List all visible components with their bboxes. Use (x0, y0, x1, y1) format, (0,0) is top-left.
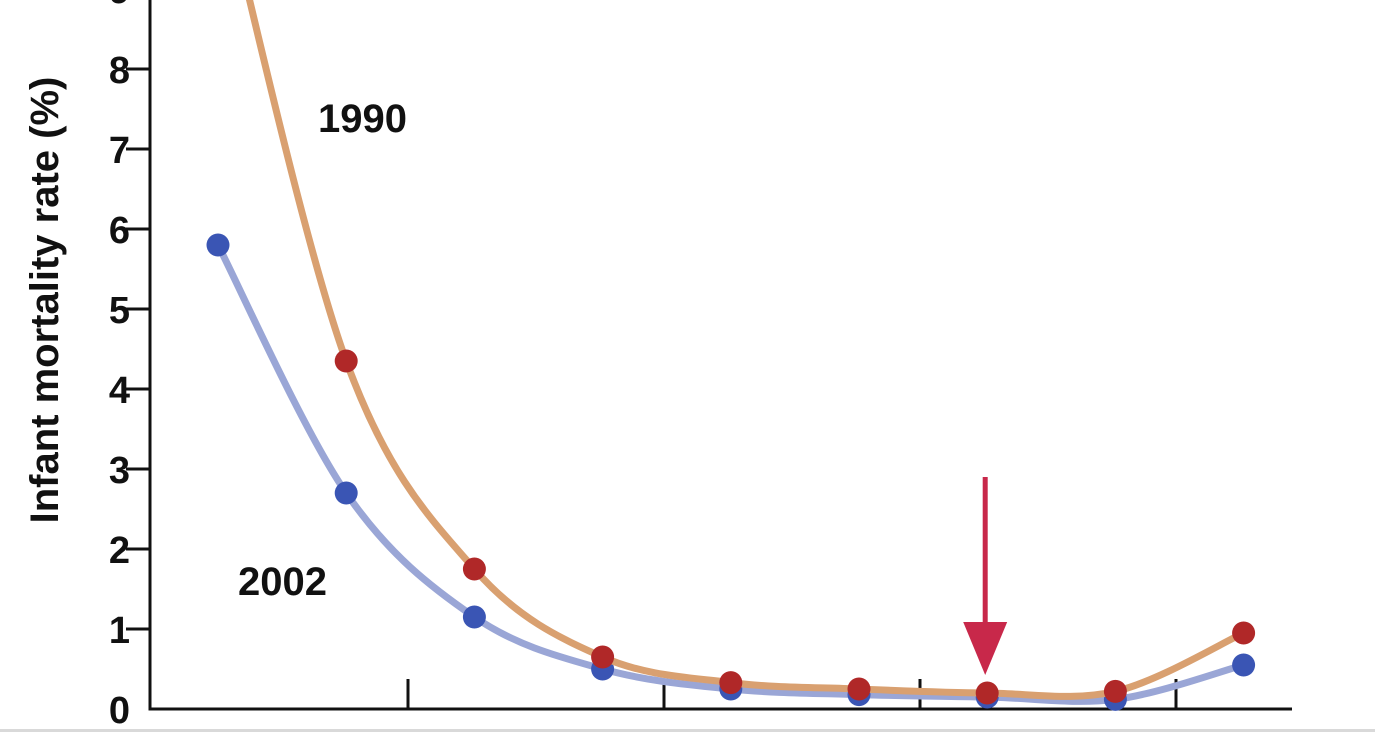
series-2002 (206, 233, 1256, 711)
y-tick-label: 6 (109, 210, 130, 252)
series-1990 (245, 0, 1256, 705)
axes: 0 1 2 3 4 5 6 7 8 9 (109, 0, 1292, 732)
y-tick-label: 3 (109, 450, 130, 492)
data-point (462, 557, 486, 581)
series-line-2002 (214, 241, 1248, 705)
data-point (975, 681, 999, 705)
y-tick-label: 1 (109, 610, 130, 652)
y-tick-label: 5 (109, 290, 130, 332)
data-point (1103, 679, 1127, 703)
series-group (206, 0, 1256, 711)
data-point (334, 481, 358, 505)
data-point (1232, 621, 1256, 645)
annotation-arrow (963, 477, 1008, 675)
label-group: 1990 2002 (238, 97, 1008, 675)
y-tick-label: 8 (109, 50, 130, 92)
data-point (847, 677, 871, 701)
y-axis-title: Infant mortality rate (%) (23, 77, 67, 524)
y-tick-label: 9 (109, 0, 130, 12)
y-tick-label: 0 (109, 690, 130, 732)
data-point (462, 605, 486, 629)
data-point (206, 233, 230, 257)
series-line-1990 (245, 0, 1248, 700)
bottom-rule (0, 729, 1375, 732)
series-label-1990: 1990 (318, 97, 407, 141)
arrow-head (963, 622, 1008, 675)
data-point (591, 645, 615, 669)
data-point (719, 671, 743, 695)
y-tick-label: 4 (109, 370, 130, 412)
series-label-2002: 2002 (238, 560, 327, 604)
y-tick-label: 7 (109, 130, 130, 172)
data-point (334, 349, 358, 373)
y-tick-label: 2 (109, 530, 130, 572)
data-point (1232, 653, 1256, 677)
